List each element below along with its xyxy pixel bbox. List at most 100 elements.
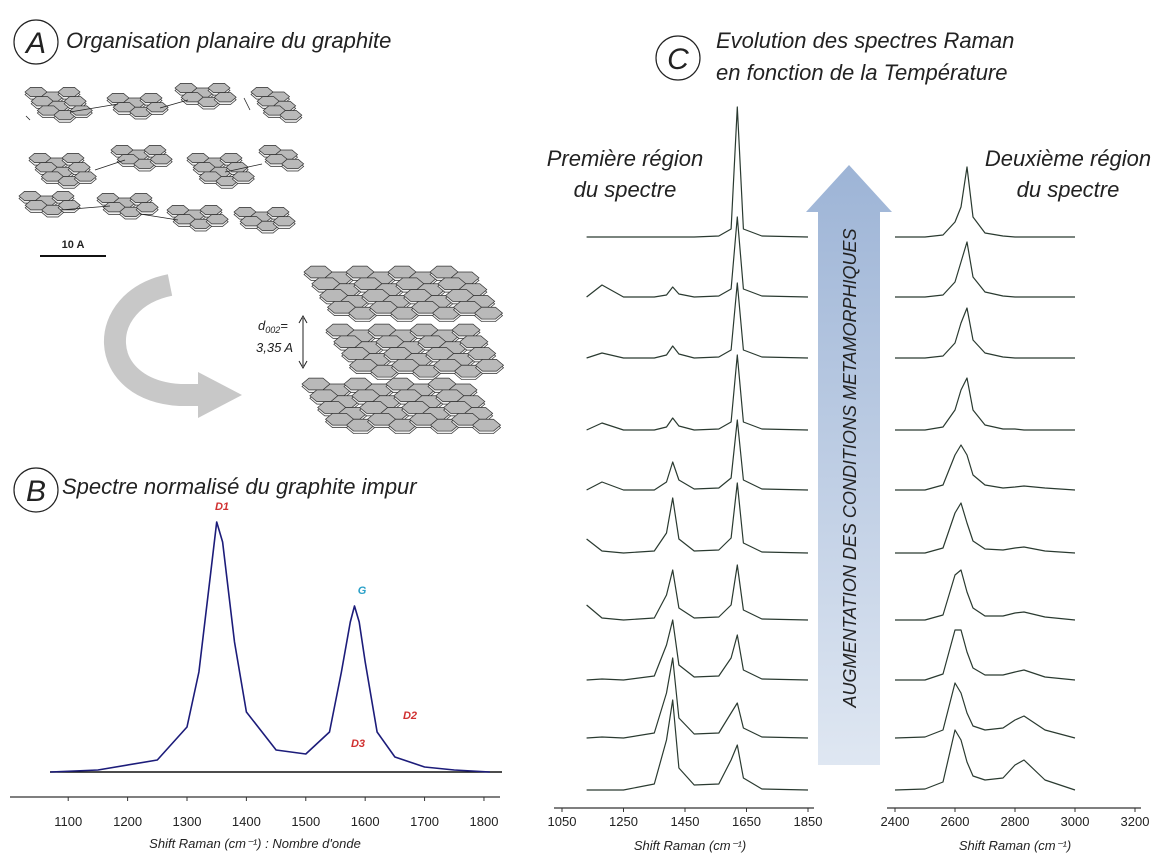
hexagon	[63, 96, 87, 107]
chart-title: du spectre	[574, 177, 677, 202]
panel-letter: A	[24, 27, 46, 60]
panel-c-title: en fonction de la Température	[716, 60, 1008, 85]
panel-c-title: Evolution des spectres Raman	[716, 28, 1014, 53]
bond	[224, 163, 263, 173]
bond	[25, 115, 31, 121]
hexagon	[474, 359, 505, 372]
peak-label: G	[358, 585, 367, 597]
x-tick-label: 1300	[173, 814, 202, 829]
hexagon	[473, 306, 504, 320]
x-tick-label: 3000	[1061, 814, 1090, 829]
hexagon	[219, 153, 243, 163]
chart-title: du spectre	[1017, 177, 1120, 202]
curved-arrow-head	[198, 372, 242, 418]
spacing-label: d002=	[258, 318, 288, 335]
x-tick-label: 1400	[232, 814, 261, 829]
diagram-title: Organisation planaire du graphite	[66, 28, 391, 53]
bond	[159, 99, 189, 109]
spectrum-line	[586, 564, 809, 621]
spacing-value: 3,35 A	[256, 340, 293, 355]
spacing-subscript: 002	[265, 325, 280, 335]
hexagon	[471, 418, 502, 432]
x-tick-label: 1850	[794, 814, 823, 829]
hexagon	[266, 207, 290, 217]
x-tick-label: 1800	[470, 814, 499, 829]
curved-arrow	[104, 274, 200, 406]
spectrum-line	[895, 444, 1076, 491]
x-tick-label: 1200	[113, 814, 142, 829]
hexagon	[199, 205, 223, 215]
x-tick-label: 2400	[881, 814, 910, 829]
hexagon	[73, 171, 97, 182]
panel-circle	[655, 35, 701, 81]
hexagon	[149, 154, 173, 165]
hexagon	[231, 171, 255, 182]
spectrum-line	[586, 699, 809, 791]
hexagon	[57, 87, 81, 97]
spectrum-line	[586, 106, 809, 238]
spectrum-line	[894, 682, 1076, 739]
peak-label: D1	[215, 501, 229, 513]
x-tick-label: 3200	[1121, 814, 1150, 829]
hexagon	[67, 162, 91, 173]
x-tick-label: 1050	[548, 814, 577, 829]
spectrum-line	[895, 241, 1075, 298]
bond	[59, 205, 111, 211]
peak-label: D2	[403, 710, 417, 722]
spacing-suffix: =	[280, 318, 288, 333]
hexagon	[139, 93, 163, 103]
spacing-symbol: d	[258, 318, 266, 333]
hexagon	[61, 153, 85, 163]
chart-title: Deuxième région	[985, 146, 1151, 171]
bond	[94, 159, 126, 171]
temperature-arrow	[806, 165, 892, 765]
hexagon	[467, 347, 497, 360]
graphite-diagram	[18, 83, 505, 434]
hexagon	[135, 202, 159, 213]
hexagon	[205, 214, 229, 225]
x-tick-label: 1600	[351, 814, 380, 829]
panel-letter: B	[26, 475, 46, 508]
x-tick-label: 1100	[54, 814, 82, 829]
x-tick-label: 2800	[1001, 814, 1030, 829]
spectrum-line	[895, 307, 1075, 359]
bond	[69, 103, 119, 113]
spacing-arrow-heads	[298, 314, 308, 370]
arrow-label: AUGMENTATION DES CONDITIONS METAMORPHIQU…	[840, 228, 860, 708]
panel-circle	[13, 19, 59, 65]
chart-title: Première région	[547, 146, 704, 171]
x-tick-label: 2600	[941, 814, 970, 829]
x-tick-label: 1500	[291, 814, 320, 829]
spectrum-line	[894, 729, 1076, 791]
hexagon	[51, 191, 75, 201]
hexagon	[207, 83, 231, 93]
chart-title: Spectre normalisé du graphite impur	[62, 474, 418, 499]
spectrum-line	[895, 166, 1075, 238]
hexagon	[145, 102, 169, 113]
panel-letter: C	[667, 43, 689, 76]
spectrum-line	[895, 502, 1076, 554]
spectrum-line	[50, 521, 490, 773]
bond	[243, 97, 251, 111]
hexagon	[213, 92, 237, 103]
hexagon	[451, 323, 481, 337]
hexagon	[281, 158, 305, 169]
hexagon	[459, 335, 489, 348]
x-tick-label: 1450	[671, 814, 700, 829]
x-tick-label: 1700	[410, 814, 439, 829]
hexagon	[279, 110, 303, 121]
bond	[139, 213, 179, 221]
x-axis-label: Shift Raman (cm⁻¹)	[959, 838, 1071, 853]
hexagon	[272, 216, 296, 227]
x-tick-label: 1250	[609, 814, 638, 829]
peak-label: D3	[351, 738, 365, 750]
hexagon	[143, 145, 167, 155]
spectrum-line	[895, 569, 1076, 621]
spectrum-line	[586, 354, 809, 431]
spectrum-line	[586, 216, 809, 298]
spectrum-line	[895, 629, 1076, 681]
spectrum-line	[586, 282, 809, 359]
spectrum-line	[895, 377, 1075, 431]
spectrum-line	[586, 482, 809, 554]
